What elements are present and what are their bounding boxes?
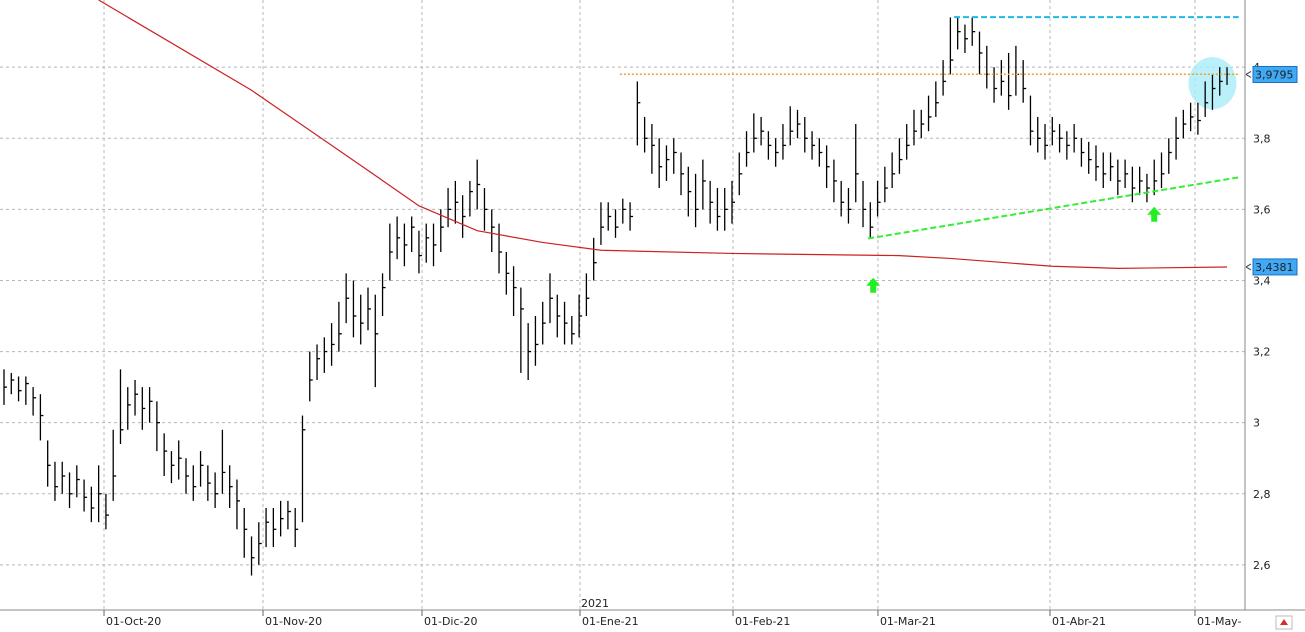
x-tick-label: 01-Abr-21 (1052, 615, 1106, 628)
y-tick-label: 2,8 (1253, 488, 1271, 501)
corner-icon-glyph (1280, 619, 1288, 625)
y-tick-label: 3,6 (1253, 203, 1271, 216)
price-label-box (1252, 65, 1298, 83)
x-tick-label: 01-Dic-20 (424, 615, 478, 628)
year-label: 2021 (581, 597, 609, 610)
up-arrow (866, 277, 881, 293)
y-tick-label: 2,6 (1253, 559, 1271, 572)
price-pointer (1245, 263, 1252, 271)
x-tick-label: 01-Mar-21 (880, 615, 936, 628)
price-label: 3,9795 (1255, 68, 1294, 81)
price-label: 3,4381 (1255, 261, 1294, 274)
y-tick-label: 3,4 (1253, 274, 1271, 287)
plot (3, 0, 1239, 576)
y-tick-label: 3,8 (1253, 132, 1271, 145)
y-tick-label: 3,2 (1253, 346, 1271, 359)
y-tick-label: 3 (1253, 417, 1260, 430)
labels: 2,62,833,23,43,63,8401-Oct-2001-Nov-2001… (103, 61, 1298, 628)
x-tick-label: 01-Ene-21 (582, 615, 639, 628)
x-tick-label: 01-Oct-20 (106, 615, 161, 628)
x-tick-label: 01-May- (1197, 615, 1242, 628)
price-pointer (1245, 71, 1252, 78)
moving-average (98, 0, 1228, 269)
price-label-box (1252, 258, 1298, 276)
x-tick-label: 01-Nov-20 (265, 615, 322, 628)
x-tick-label: 01-Feb-21 (735, 615, 790, 628)
up-arrow (1147, 206, 1162, 222)
